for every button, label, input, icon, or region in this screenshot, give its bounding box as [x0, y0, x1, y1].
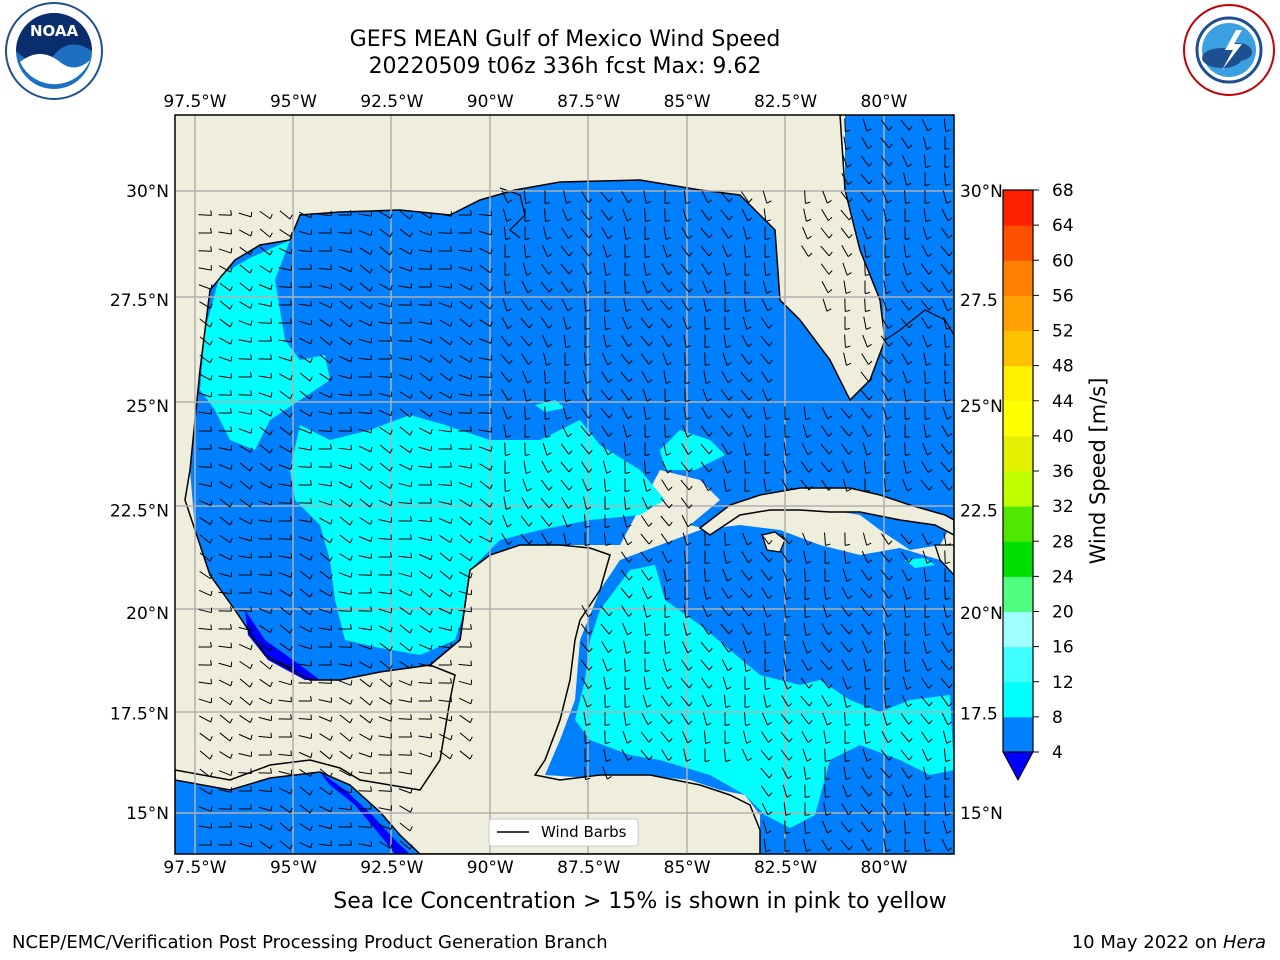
colorbar-tick-label: 12 — [1052, 673, 1074, 693]
lon-label-bottom: 92.5°W — [360, 858, 423, 878]
lat-label-right: 27.5 — [960, 291, 998, 311]
lon-label-top: 85°W — [664, 92, 711, 112]
colorbar-bin — [1003, 471, 1033, 507]
wind-8-12-west — [200, 240, 330, 450]
colorbar-bin — [1003, 295, 1033, 331]
lon-label-top: 95°W — [270, 92, 317, 112]
lat-label-right: 17.5 — [960, 705, 998, 725]
credit-right: 10 May 2022 on Hera — [1072, 932, 1266, 953]
credit-left: NCEP/EMC/Verification Post Processing Pr… — [12, 932, 608, 953]
colorbar-bin — [1003, 611, 1033, 648]
map-area — [175, 115, 954, 854]
chart-title-line1: GEFS MEAN Gulf of Mexico Wind Speed — [349, 27, 781, 52]
colorbar-bin — [1003, 576, 1033, 612]
wind-barbs — [198, 118, 953, 852]
wind-8-12-central — [290, 415, 665, 655]
colorbar-bin — [1003, 365, 1033, 402]
lon-label-top: 90°W — [467, 92, 514, 112]
colorbar-tick-label: 16 — [1052, 638, 1074, 658]
noaa-logo-icon: NOAA — [5, 2, 103, 100]
colorbar-tick-label: 28 — [1052, 532, 1074, 552]
cuba-island — [698, 487, 954, 536]
colorbar-bin — [1003, 435, 1033, 472]
colorbar-bin — [1003, 260, 1033, 296]
sea-ice-caption: Sea Ice Concentration > 15% is shown in … — [333, 889, 947, 914]
colorbar-tick-label: 48 — [1052, 357, 1074, 377]
map-frame — [174, 114, 955, 855]
lat-label-left: 20°N — [126, 604, 169, 624]
colorbar-bin — [1003, 225, 1033, 261]
lon-label-top: 92.5°W — [360, 92, 423, 112]
coastline — [289, 115, 886, 402]
lat-label-right: 22.5 — [960, 501, 998, 521]
lon-label-bottom: 95°W — [270, 858, 317, 878]
colorbar-bin — [1003, 541, 1033, 577]
legend-label: Wind Barbs — [541, 823, 627, 841]
colorbar-bin — [1003, 681, 1033, 718]
lat-label-left: 30°N — [126, 182, 169, 202]
lat-label-right: 30°N — [960, 182, 1003, 202]
colorbar-tick-label: 44 — [1052, 392, 1074, 412]
lat-label-left: 27.5°N — [110, 291, 169, 311]
lon-label-bottom: 87.5°W — [557, 858, 620, 878]
credit-date: 10 May 2022 on — [1071, 932, 1223, 953]
map-legend: Wind Barbs — [488, 818, 639, 847]
lon-label-bottom: 90°W — [467, 858, 514, 878]
colorbar-tick-label: 60 — [1052, 251, 1074, 271]
colorbar-tick-label: 68 — [1052, 181, 1074, 201]
lon-label-top: 87.5°W — [557, 92, 620, 112]
colorbar-tick-label: 56 — [1052, 286, 1074, 306]
colorbar-tick-label: 64 — [1052, 216, 1074, 236]
colorbar-extend-arrow — [1002, 751, 1034, 782]
lon-label-bottom: 80°W — [861, 858, 908, 878]
colorbar-bin — [1003, 400, 1033, 437]
colorbar-bin — [1003, 190, 1033, 226]
chart-title-line2: 20220509 t06z 336h fcst Max: 9.62 — [368, 54, 762, 79]
nws-logo-icon — [1183, 4, 1275, 96]
lat-label-right: 20°N — [960, 604, 1003, 624]
lat-label-right: 15°N — [960, 804, 1003, 824]
colorbar-tick-label: 20 — [1052, 603, 1074, 623]
lat-label-left: 25°N — [126, 397, 169, 417]
lon-label-bottom: 97.5°W — [163, 858, 226, 878]
colorbar-tick-label: 4 — [1052, 743, 1063, 763]
lat-label-right: 25°N — [960, 397, 1003, 417]
lon-label-bottom: 82.5°W — [754, 858, 817, 878]
lat-label-left: 22.5°N — [110, 501, 169, 521]
colorbar-bin — [1003, 330, 1033, 367]
credit-machine: Hera — [1222, 932, 1266, 953]
noaa-logo-text: NOAA — [30, 22, 79, 40]
colorbar-tick-label: 32 — [1052, 497, 1074, 517]
colorbar-tick-label: 36 — [1052, 462, 1074, 482]
colorbar-tick-label: 40 — [1052, 427, 1074, 447]
lon-label-top: 80°W — [861, 92, 908, 112]
lon-label-top: 82.5°W — [754, 92, 817, 112]
colorbar-tick-label: 8 — [1052, 708, 1063, 728]
lat-label-left: 15°N — [126, 804, 169, 824]
lon-label-bottom: 85°W — [664, 858, 711, 878]
colorbar-title: Wind Speed [m/s] — [1086, 378, 1110, 565]
colorbar-tick-label: 52 — [1052, 322, 1074, 342]
yucatan-peninsula — [175, 544, 761, 854]
colorbar-tick-label: 24 — [1052, 567, 1074, 587]
lon-label-top: 97.5°W — [163, 92, 226, 112]
colorbar-bin — [1003, 716, 1033, 753]
colorbar-bin — [1003, 506, 1033, 542]
lat-label-left: 17.5°N — [110, 705, 169, 725]
colorbar-bin — [1003, 646, 1033, 683]
